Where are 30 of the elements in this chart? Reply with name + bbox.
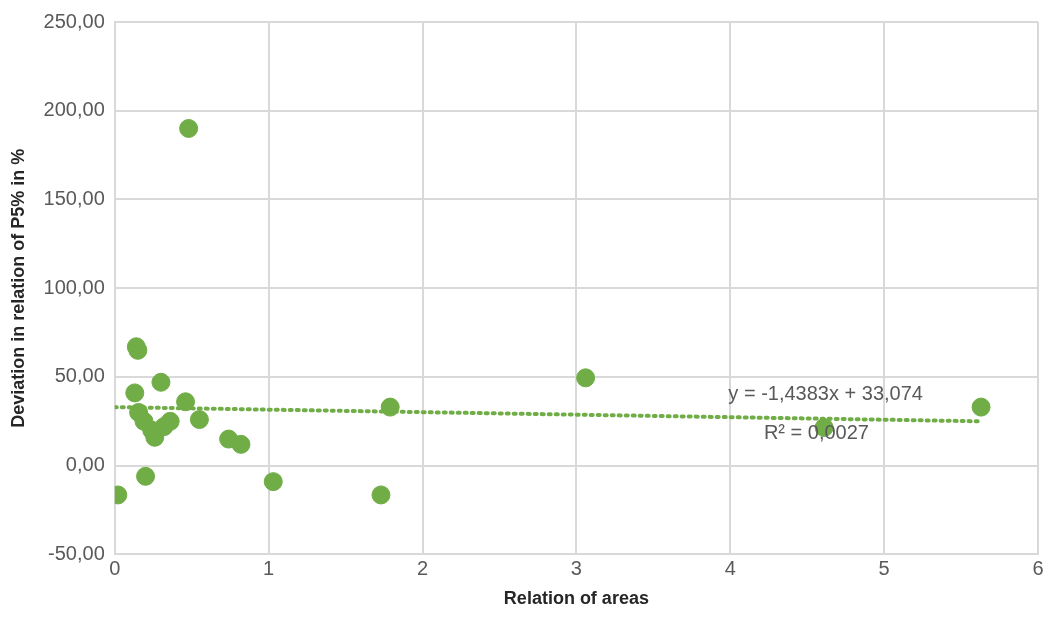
y-tick-label: 150,00 [43,186,105,209]
y-tick-label: -50,00 [48,541,105,564]
y-tick-label: 50,00 [54,364,105,387]
point [263,472,283,492]
point [380,397,400,417]
x-tick-label: 1 [263,556,275,579]
x-tick-label: 4 [724,556,736,579]
x-tick-label: 6 [1032,556,1044,579]
point [160,411,180,431]
y-axis-title: Deviation in relation of P5% in % [7,148,28,428]
x-tick-label: 0 [109,556,121,579]
point [179,118,199,138]
y-tick-label: 250,00 [43,9,105,32]
point [371,485,391,505]
y-tick-label: 100,00 [43,275,105,298]
point [125,383,145,403]
y-tick-label: 200,00 [43,98,105,121]
point [576,368,596,388]
point [136,466,156,486]
x-tick-label: 3 [570,556,582,579]
annotation: y = -1,4383x + 33,074 [728,382,923,405]
x-tick-label: 5 [878,556,890,579]
x-axis-title: Relation of areas [503,588,649,609]
y-tick-label: 0,00 [65,453,105,476]
point [176,392,196,412]
x-tick-label: 2 [416,556,429,579]
point [151,372,171,392]
point [189,410,209,430]
point [971,397,991,417]
point [231,434,251,454]
